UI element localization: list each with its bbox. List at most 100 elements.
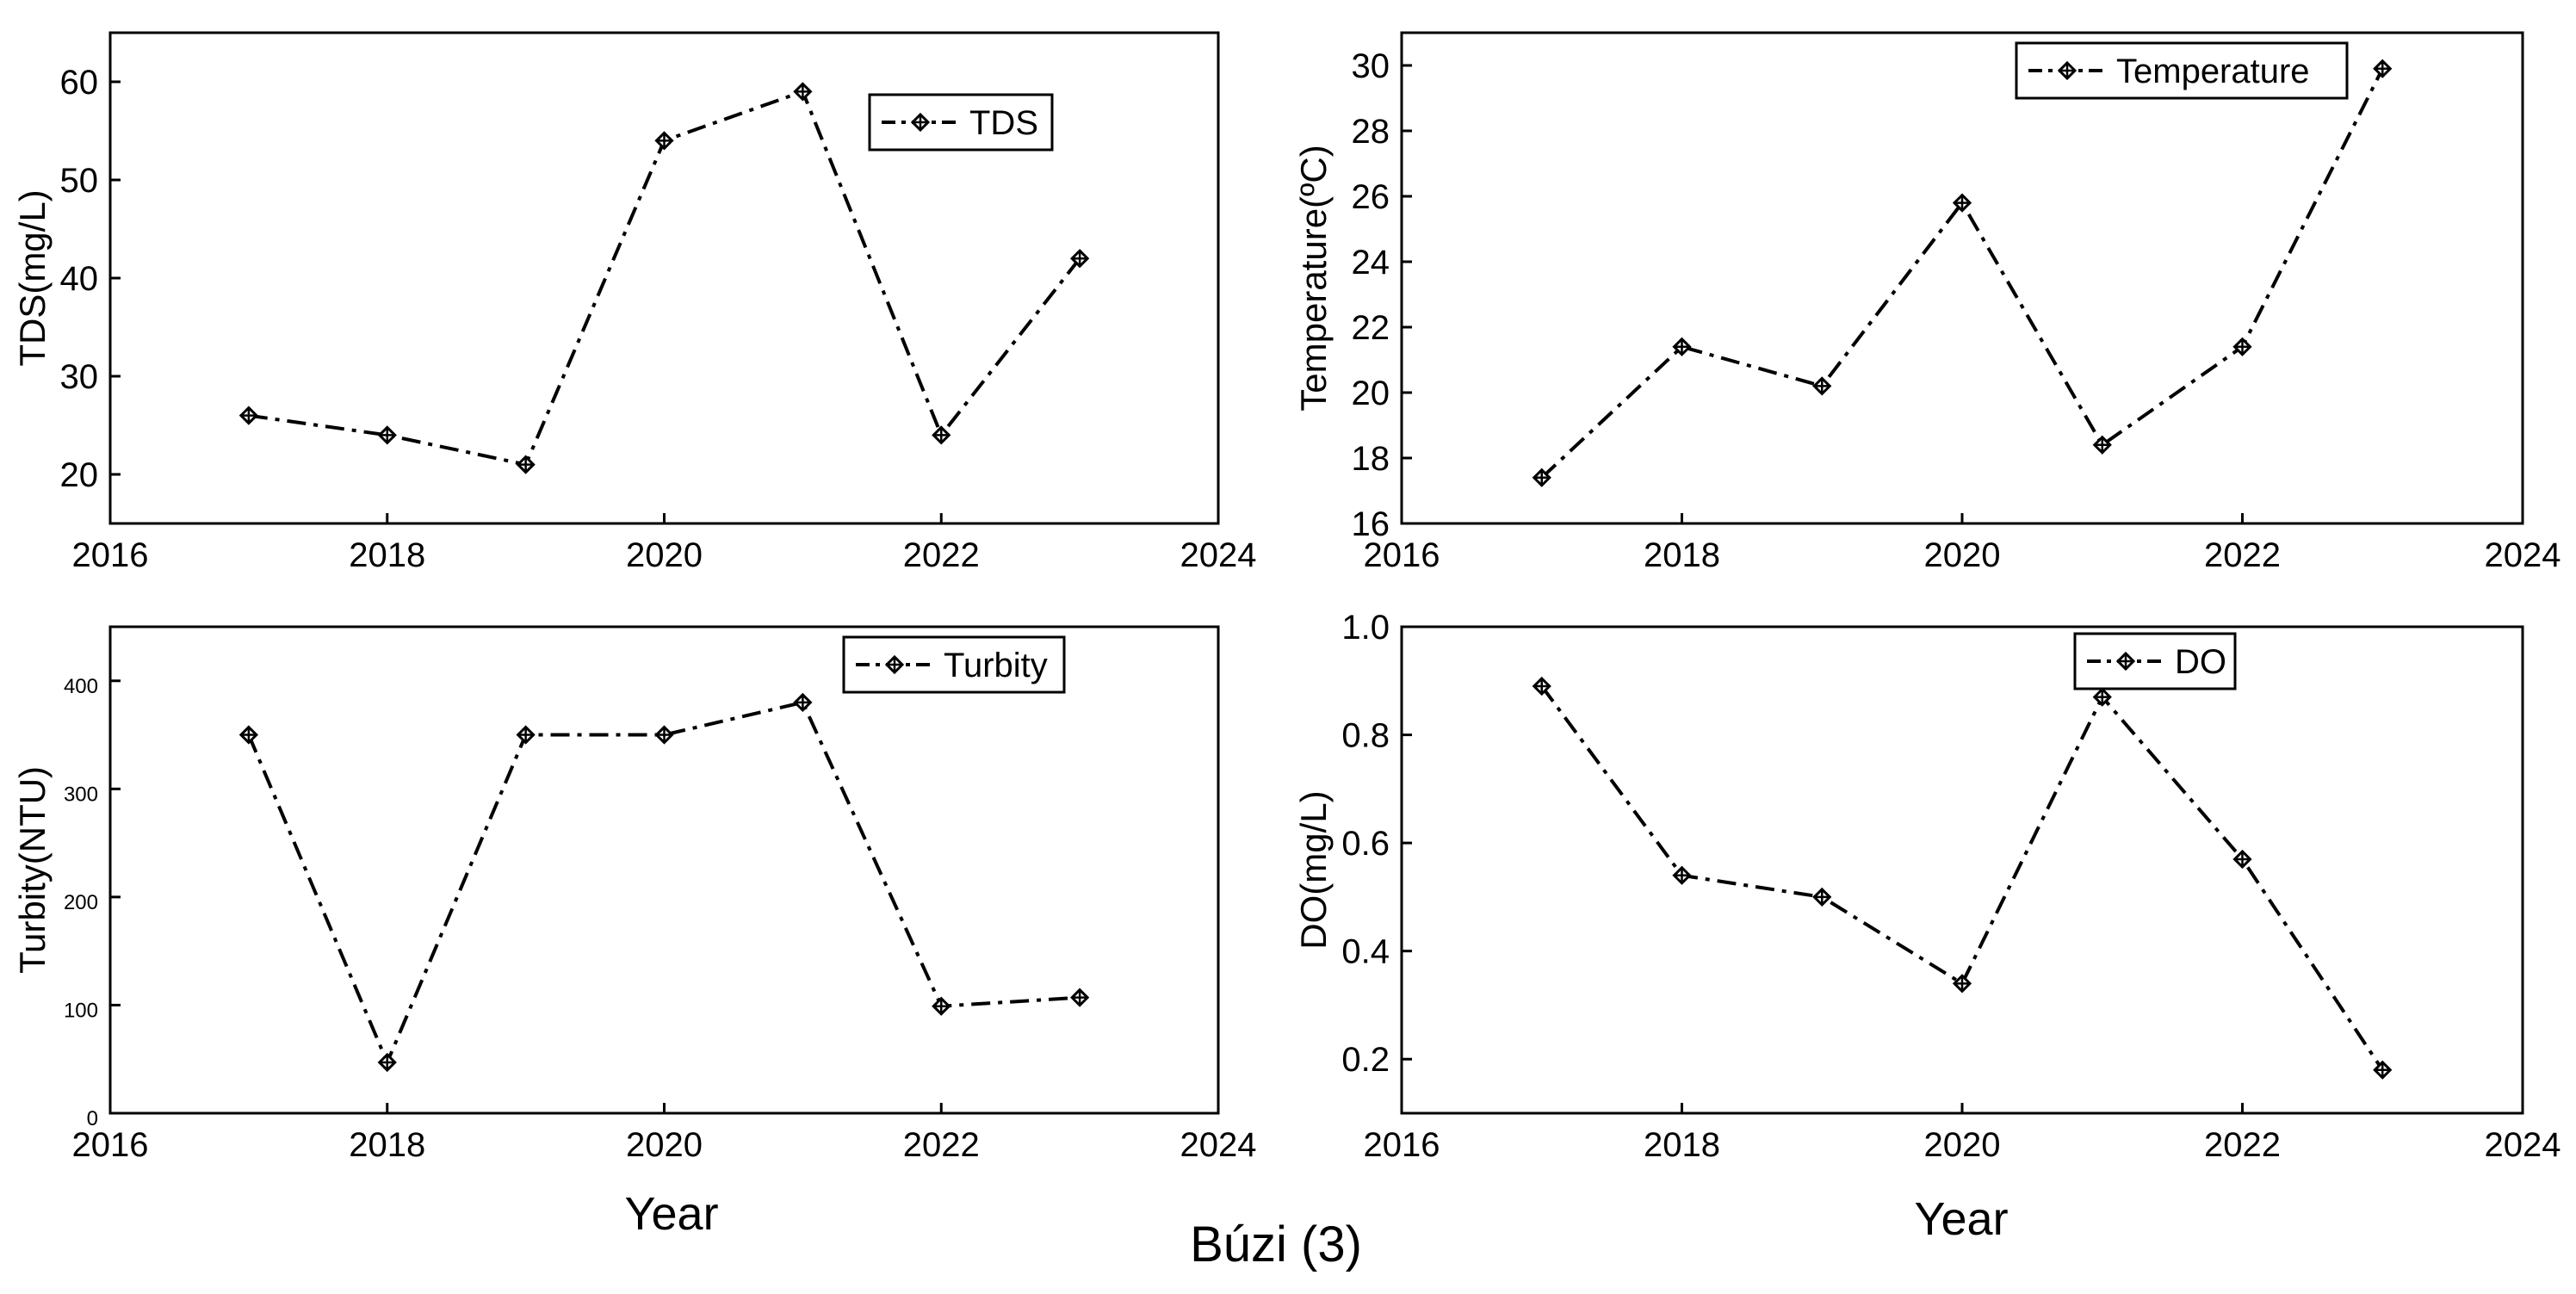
- chart-tds: 2016 2018 2020 2022 2024 20 30 40 50 60 TDS(mg/L) T…: [12, 31, 1257, 574]
- turbidity-data-point: [1070, 988, 1090, 1007]
- temperature-x-tick-label: 2018: [1644, 536, 1720, 574]
- temperature-y-tick-label: 18: [1352, 440, 1390, 478]
- turbidity-data-point: [793, 692, 813, 713]
- tds-x-tick-label: 2018: [349, 536, 425, 574]
- tds-x-tick-label: 2024: [1180, 536, 1257, 574]
- turbidity-x-tick-label: 2024: [1180, 1126, 1257, 1164]
- turbidity-series-line: [247, 700, 1081, 1068]
- tds-y-tick-label: 40: [60, 260, 99, 298]
- do-legend-marker: [2115, 651, 2136, 672]
- temperature-legend-marker: [2057, 60, 2078, 81]
- chart-turbidity: 2016 2018 2020 2022 2024 0 100 200 300 400 Turbity…: [12, 625, 1257, 1240]
- temperature-x-tick-label: 2020: [1924, 536, 2001, 574]
- temperature-y-tick-label: 30: [1352, 47, 1390, 85]
- temperature-y-tick-label: 26: [1352, 178, 1390, 216]
- do-plot-frame: [1400, 625, 2524, 1115]
- do-data-point: [1952, 974, 1972, 994]
- do-y-tick-label: 0.8: [1341, 717, 1390, 755]
- turbidity-data-point: [377, 1052, 397, 1073]
- turbidity-x-tick-label: 2022: [903, 1126, 980, 1164]
- temperature-data-point: [2373, 59, 2393, 78]
- chart-temperature: 2016 2018 2020 2022 20241618202224262830Temp…: [1293, 31, 2561, 574]
- turbidity-x-tick-label: 2018: [349, 1126, 425, 1164]
- do-data-point: [2092, 687, 2112, 707]
- temperature-legend: Temperature: [2015, 41, 2349, 100]
- tds-x-tick-label: 2016: [72, 536, 149, 574]
- do-data-point: [2232, 849, 2252, 870]
- tds-y-tick-label: 30: [60, 358, 99, 396]
- temperature-y-tick-label: 22: [1352, 309, 1390, 347]
- temperature-data-point: [1812, 376, 1832, 396]
- turbidity-y-tick-label: 400: [64, 675, 98, 698]
- turbidity-x-tick-label: 2016: [72, 1126, 149, 1164]
- turbidity-plot-frame: [108, 625, 1220, 1115]
- do-x-tick-label: 2020: [1924, 1126, 2001, 1164]
- do-x-axis-label: Year: [1914, 1193, 2008, 1245]
- turbidity-y-tick-label: 300: [64, 783, 98, 806]
- temperature-data-point: [1672, 337, 1692, 356]
- temperature-legend-label: Temperature: [2116, 53, 2310, 90]
- do-y-tick-label: 1.0: [1341, 609, 1390, 647]
- temperature-data-point: [1952, 193, 1972, 213]
- do-y-tick-label: 0.2: [1341, 1041, 1390, 1079]
- do-y-axis-label: DO(mg/L): [1293, 790, 1334, 949]
- do-legend: DO: [2073, 632, 2237, 690]
- turbidity-legend-label: Turbity: [944, 647, 1048, 684]
- tds-legend-label: TDS: [969, 104, 1038, 142]
- turbidity-y-axis-label: Turbity(NTU): [12, 766, 53, 974]
- turbidity-x-axis-label: Year: [624, 1188, 718, 1240]
- temperature-y-tick-label: 28: [1352, 113, 1390, 151]
- do-x-tick-label: 2022: [2204, 1126, 2281, 1164]
- turbidity-data-point: [516, 725, 536, 745]
- turbidity-x-tick-label: 2020: [626, 1126, 703, 1164]
- tds-x-tick-label: 2022: [903, 536, 980, 574]
- do-x-tick-label: 2016: [1364, 1126, 1440, 1164]
- tds-data-point: [1070, 249, 1090, 269]
- tds-y-axis-label: TDS(mg/L): [12, 189, 53, 366]
- do-data-point: [1672, 865, 1692, 885]
- temperature-y-tick-label: 20: [1352, 375, 1390, 412]
- tds-legend-marker: [910, 112, 931, 133]
- temperature-data-point: [2092, 435, 2112, 455]
- do-data-point: [2373, 1060, 2393, 1080]
- turbidity-data-point: [238, 725, 258, 745]
- turbidity-data-point: [932, 996, 951, 1016]
- tds-x-tick-label: 2020: [626, 536, 703, 574]
- tds-data-point: [238, 406, 258, 425]
- tds-data-point: [377, 425, 397, 445]
- tds-y-tick-label: 60: [60, 64, 99, 102]
- chart-do: 2016 2018 2020 2022 2024 0.2 0.4 0.6 0.8 1.0 DO(mg…: [1293, 609, 2561, 1245]
- do-y-tick-label: 0.4: [1341, 933, 1390, 971]
- do-x-tick-label: 2018: [1644, 1126, 1720, 1164]
- temperature-data-point: [1532, 467, 1551, 487]
- turbidity-legend-marker: [884, 654, 905, 675]
- turbidity-y-tick-label: 100: [64, 999, 98, 1022]
- temperature-x-tick-label: 2024: [2485, 536, 2561, 574]
- turbidity-data-point: [654, 725, 674, 745]
- turbidity-legend: Turbity: [842, 635, 1066, 694]
- tds-legend: TDS: [868, 93, 1054, 152]
- temperature-y-axis-label: Temperature(ºC): [1293, 145, 1334, 411]
- temperature-y-tick-label: 16: [1352, 505, 1390, 543]
- tds-data-point: [516, 455, 536, 474]
- temperature-y-tick-label: 24: [1352, 244, 1390, 282]
- tds-data-point: [932, 425, 951, 445]
- turbidity-y-tick-label: 0: [87, 1107, 98, 1130]
- tds-data-point: [654, 131, 674, 151]
- temperature-series-line: [1540, 67, 2385, 480]
- tds-y-tick-label: 50: [60, 162, 99, 200]
- tds-data-point: [793, 82, 813, 102]
- tds-y-tick-label: 20: [60, 456, 99, 494]
- do-legend-label: DO: [2175, 643, 2226, 681]
- do-data-point: [1532, 676, 1551, 697]
- do-data-point: [1812, 887, 1832, 907]
- temperature-data-point: [2232, 337, 2252, 356]
- figure-caption: Búzi (3): [1190, 1217, 1362, 1272]
- do-series-line: [1540, 684, 2384, 1071]
- do-y-tick-label: 0.6: [1341, 825, 1390, 863]
- do-x-tick-label: 2024: [2485, 1126, 2561, 1164]
- turbidity-y-tick-label: 200: [64, 891, 98, 914]
- temperature-x-tick-label: 2022: [2204, 536, 2281, 574]
- temperature-x-tick-label: 2016: [1364, 536, 1440, 574]
